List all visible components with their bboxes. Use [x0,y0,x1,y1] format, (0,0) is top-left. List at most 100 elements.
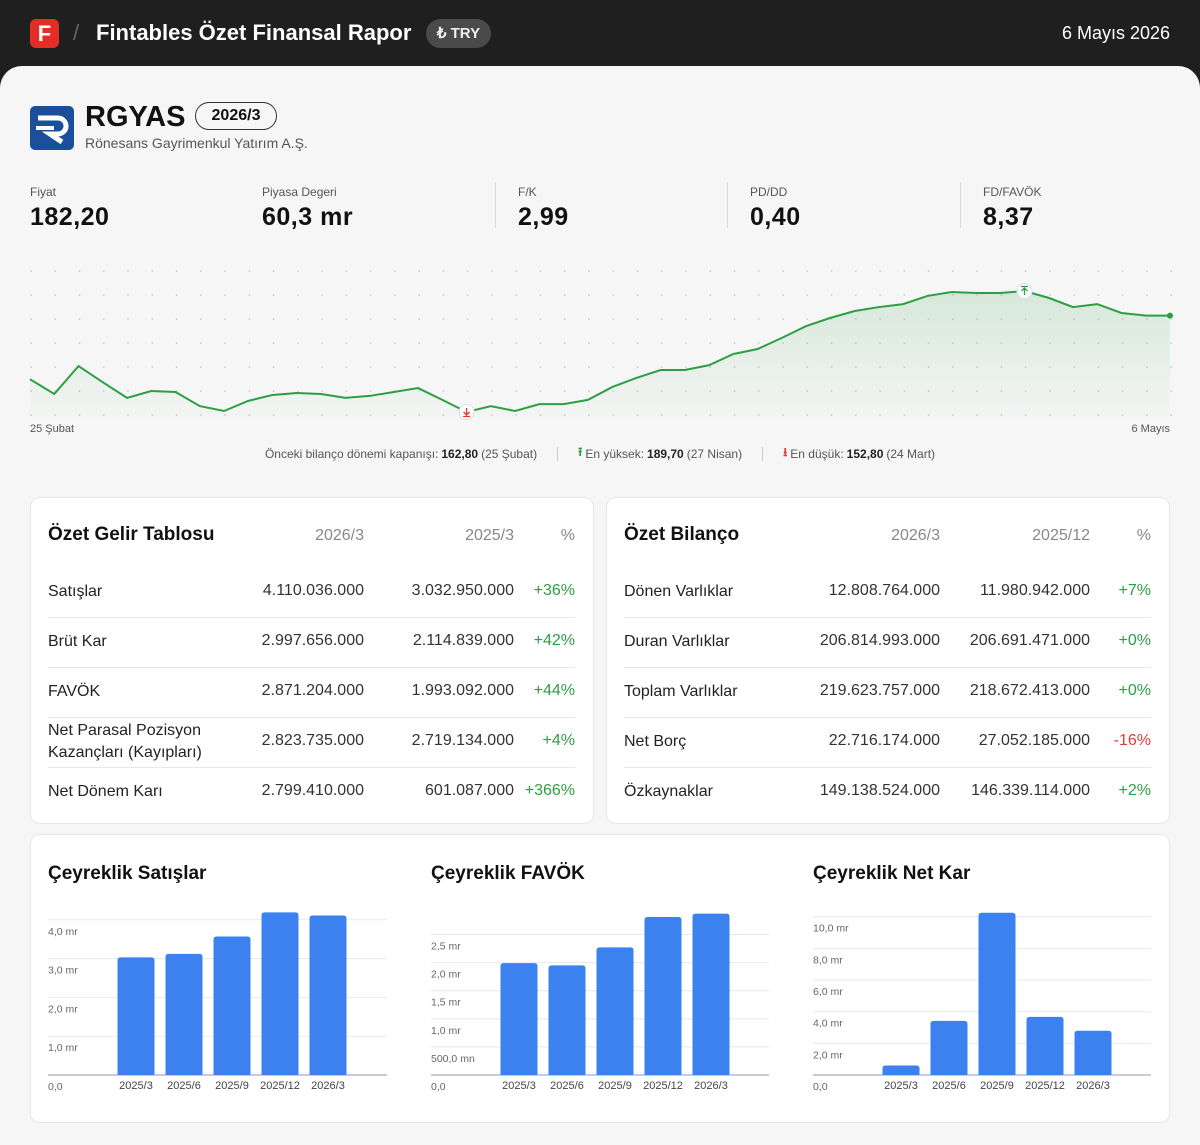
row-divider [624,667,1151,668]
row-divider [48,667,575,668]
value-cell: 4.110.036.000 [262,582,364,599]
row-label: Net Parasal Pozisyon Kazançları (Kayıpla… [48,722,202,761]
divider: / [73,20,80,45]
bar [261,912,299,1075]
annotation-icon: ⭳ [783,445,788,459]
row-label: Satışlar [48,583,103,600]
value-cell: 2.799.410.000 [261,782,364,799]
y-tick-label: 0,0 [48,1081,63,1093]
bar [882,1065,920,1075]
bar [1074,1030,1112,1075]
bar [213,936,251,1075]
metric-value: 60,3 mr [262,203,354,231]
y-tick-label: 10,0 mr [813,923,849,935]
bar [1026,1016,1064,1075]
y-tick-label: 2,0 mr [431,969,461,981]
metric-value: 182,20 [30,203,110,231]
price-annotations: Önceki bilanço dönemi kapanışı: 162,80 (25… [0,443,1200,464]
row-label: Dönen Varlıklar [624,583,734,600]
bar [548,965,586,1075]
x-tick-label: 2025/12 [643,1080,683,1092]
annotation-separator [557,446,559,461]
annotation-label: En yüksek: [585,446,645,461]
annotation-note: (24 Mart) [886,446,936,461]
column-header: % [1136,527,1151,544]
metric-separator [727,182,728,228]
y-tick-label: 0,0 [813,1081,828,1093]
value-cell: 219.623.757.000 [819,682,940,699]
y-tick-label: 0,0 [431,1081,446,1093]
y-tick-label: 1,5 mr [431,997,461,1009]
y-tick-label: 8,0 mr [813,954,843,966]
row-label: FAVÖK [48,683,101,700]
value-cell: 11.980.942.000 [979,582,1090,599]
row-label: Net Borç [624,733,687,750]
metric-value: 0,40 [750,203,801,231]
value-cell: 1.993.092.000 [411,682,514,699]
table-title: Özet Gelir Tablosu [48,524,215,545]
logo: F [30,19,59,48]
change-cell: +0% [1118,632,1151,649]
x-tick-label: 2026/3 [311,1080,345,1092]
change-cell: +7% [1118,582,1151,599]
price-line [29,289,1170,414]
x-tick-label: 2025/6 [932,1080,966,1092]
app-title: Fintables Özet Finansal Rapor [96,20,412,45]
bar [309,915,347,1075]
x-end-label: 6 Mayıs [1131,423,1170,435]
quarterly-charts: Çeyreklik Satışlar 0,0 1,0 mr 2,0 mr 3,0 mr 4… [48,863,1151,1093]
row-label: Brüt Kar [48,633,107,650]
value-cell: 206.691.471.000 [969,632,1090,649]
row-divider [48,617,575,618]
x-tick-label: 2025/3 [884,1080,918,1092]
currency-pill: ₺ TRY [426,19,491,48]
value-cell: 2.997.656.000 [261,632,364,649]
y-tick-label: 2,0 mr [48,1003,78,1015]
price-area [30,291,1170,420]
row-divider [48,717,575,718]
y-tick-label: 3,0 mr [48,965,78,977]
value-cell: 3.032.950.000 [411,582,514,599]
metric-separator [960,182,961,228]
row-label: Özkaynaklar [624,783,713,800]
bar [644,917,682,1075]
row-label: Net Dönem Karı [48,783,163,800]
bar [117,957,155,1075]
annotation-note: (25 Şubat) [481,446,538,461]
change-cell: +366% [524,782,575,799]
column-header: 2026/3 [891,527,940,544]
company-name: Rönesans Gayrimenkul Yatırım A.Ş. [85,135,308,151]
change-cell: +44% [533,682,575,699]
change-cell: +0% [1118,682,1151,699]
change-cell: +36% [533,582,575,599]
chart-title: Çeyreklik FAVÖK [431,863,585,884]
value-cell: 146.339.114.000 [971,782,1090,799]
x-tick-label: 2025/9 [980,1080,1014,1092]
row-divider [624,617,1151,618]
bar [165,953,203,1075]
balance-card [606,497,1170,824]
x-tick-label: 2026/3 [1076,1080,1110,1092]
value-cell: 149.138.524.000 [819,782,940,799]
value-cell: 27.052.185.000 [978,732,1090,749]
period-pill: 2026/3 [195,102,277,130]
chart-title: Çeyreklik Satışlar [48,863,207,884]
bar [500,963,538,1075]
last-point [1167,312,1173,319]
y-tick-label: 2,5 mr [431,940,461,952]
x-tick-label: 2025/12 [1025,1080,1065,1092]
y-tick-label: 1,0 mr [48,1042,78,1054]
annotation-value: 189,70 [647,446,684,461]
x-tick-label: 2025/6 [167,1080,201,1092]
metric-label: Piyasa Degeri [262,185,337,199]
bar [930,1020,968,1075]
value-cell: 601.087.000 [425,782,514,799]
price-chart: 25 Şubat 6 Mayıs [28,268,1173,435]
table-title: Özet Bilanço [624,524,740,545]
row-divider [48,767,575,768]
marker-arrow [463,408,471,418]
row-divider [624,767,1151,768]
row-divider [624,717,1151,718]
change-cell: +42% [533,632,575,649]
